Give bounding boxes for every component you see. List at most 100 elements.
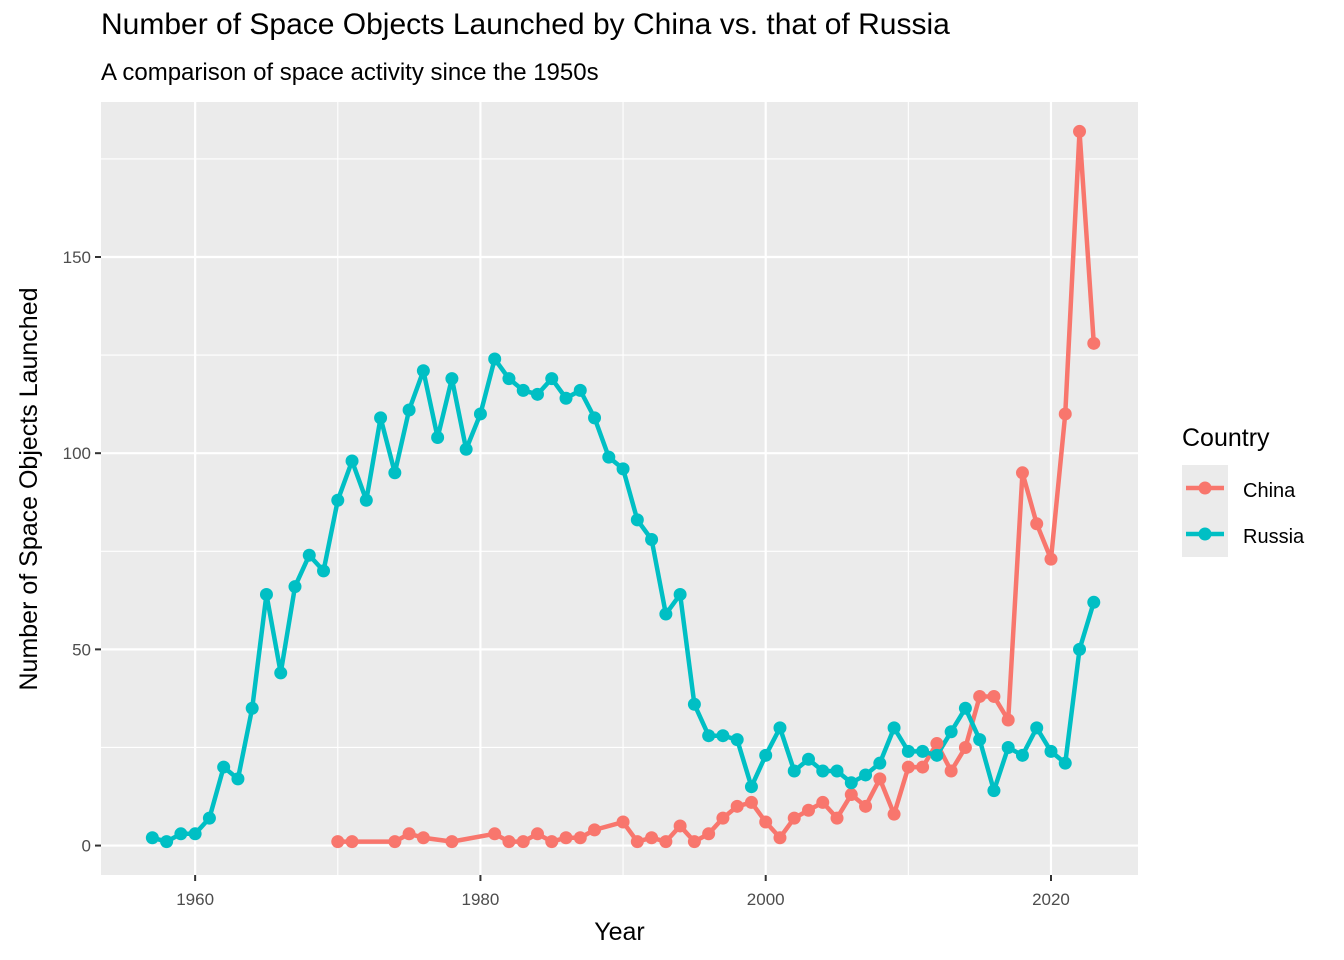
data-point-russia bbox=[744, 780, 758, 794]
chart-title: Number of Space Objects Launched by Chin… bbox=[101, 8, 950, 41]
data-point-china bbox=[388, 835, 402, 849]
data-point-china bbox=[873, 772, 887, 786]
data-point-russia bbox=[659, 607, 673, 621]
data-point-russia bbox=[402, 403, 416, 417]
y-tick-label: 50 bbox=[72, 640, 91, 659]
data-point-russia bbox=[1030, 721, 1044, 735]
y-tick-label: 100 bbox=[63, 444, 91, 463]
data-point-russia bbox=[345, 454, 359, 468]
data-point-china bbox=[645, 831, 659, 845]
data-point-china bbox=[659, 835, 673, 849]
legend: Country China Russia bbox=[1182, 424, 1305, 557]
data-point-russia bbox=[630, 513, 644, 527]
data-point-china bbox=[516, 835, 530, 849]
data-point-china bbox=[816, 795, 830, 809]
data-point-russia bbox=[958, 701, 972, 715]
x-tick-label: 1980 bbox=[462, 890, 500, 909]
legend-label-china: China bbox=[1243, 480, 1296, 502]
data-point-china bbox=[744, 795, 758, 809]
data-point-russia bbox=[217, 760, 231, 774]
series-points bbox=[145, 124, 1101, 849]
data-point-russia bbox=[559, 391, 573, 405]
data-point-russia bbox=[445, 372, 459, 386]
data-point-russia bbox=[288, 580, 302, 594]
data-point-china bbox=[759, 815, 773, 829]
data-point-russia bbox=[602, 450, 616, 464]
x-tick-label: 2020 bbox=[1032, 890, 1070, 909]
data-point-russia bbox=[302, 548, 316, 562]
data-point-china bbox=[973, 689, 987, 703]
data-point-russia bbox=[459, 442, 473, 456]
major-gridlines bbox=[101, 102, 1138, 875]
legend-title: Country bbox=[1182, 424, 1270, 452]
data-point-china bbox=[1087, 336, 1101, 350]
data-point-china bbox=[630, 835, 644, 849]
data-point-russia bbox=[759, 748, 773, 762]
data-point-russia bbox=[844, 776, 858, 790]
tick-labels: 1960 1980 2000 2020 0 50 100 150 bbox=[63, 248, 1070, 909]
data-point-china bbox=[445, 835, 459, 849]
data-point-china bbox=[859, 799, 873, 813]
data-point-russia bbox=[1044, 744, 1058, 758]
data-point-china bbox=[844, 788, 858, 802]
data-point-russia bbox=[488, 352, 502, 366]
data-point-russia bbox=[245, 701, 259, 715]
data-point-china bbox=[559, 831, 573, 845]
data-point-china bbox=[687, 835, 701, 849]
data-point-china bbox=[944, 764, 958, 778]
axis-ticks bbox=[95, 255, 1052, 881]
data-point-china bbox=[830, 811, 844, 825]
data-point-russia bbox=[545, 372, 559, 386]
data-point-russia bbox=[773, 721, 787, 735]
data-point-china bbox=[530, 827, 544, 841]
x-axis-title: Year bbox=[594, 918, 645, 946]
data-point-russia bbox=[830, 764, 844, 778]
data-point-china bbox=[488, 827, 502, 841]
data-point-russia bbox=[145, 831, 159, 845]
data-point-russia bbox=[887, 721, 901, 735]
data-point-china bbox=[416, 831, 430, 845]
data-point-russia bbox=[259, 587, 273, 601]
data-point-russia bbox=[1073, 642, 1087, 656]
x-tick-label: 2000 bbox=[747, 890, 785, 909]
data-point-russia bbox=[930, 748, 944, 762]
data-point-china bbox=[958, 740, 972, 754]
data-point-russia bbox=[1001, 740, 1015, 754]
data-point-russia bbox=[987, 784, 1001, 798]
data-point-russia bbox=[730, 733, 744, 747]
data-point-russia bbox=[1087, 595, 1101, 609]
data-point-russia bbox=[274, 666, 288, 680]
data-point-china bbox=[901, 760, 915, 774]
data-point-russia bbox=[916, 744, 930, 758]
y-axis-title: Number of Space Objects Launched bbox=[15, 287, 43, 690]
data-point-russia bbox=[431, 430, 445, 444]
legend-keys bbox=[1182, 465, 1228, 557]
data-point-russia bbox=[202, 811, 216, 825]
data-point-china bbox=[716, 811, 730, 825]
data-point-russia bbox=[702, 729, 716, 743]
data-point-russia bbox=[816, 764, 830, 778]
data-point-china bbox=[730, 799, 744, 813]
plot-panel bbox=[101, 102, 1138, 875]
data-point-russia bbox=[716, 729, 730, 743]
data-point-russia bbox=[174, 827, 188, 841]
chart-subtitle: A comparison of space activity since the… bbox=[101, 59, 599, 86]
y-tick-label: 150 bbox=[63, 248, 91, 267]
data-point-china bbox=[887, 807, 901, 821]
data-point-russia bbox=[616, 462, 630, 476]
data-point-russia bbox=[1058, 756, 1072, 770]
data-point-russia bbox=[188, 827, 202, 841]
data-point-china bbox=[787, 811, 801, 825]
legend-key-point-russia bbox=[1198, 527, 1212, 541]
data-point-russia bbox=[901, 744, 915, 758]
data-point-china bbox=[773, 831, 787, 845]
x-tick-label: 1960 bbox=[176, 890, 214, 909]
data-point-china bbox=[1001, 713, 1015, 727]
data-point-china bbox=[502, 835, 516, 849]
data-point-russia bbox=[359, 493, 373, 507]
data-point-china bbox=[345, 835, 359, 849]
data-point-russia bbox=[873, 756, 887, 770]
data-point-russia bbox=[787, 764, 801, 778]
legend-label-russia: Russia bbox=[1243, 526, 1305, 548]
